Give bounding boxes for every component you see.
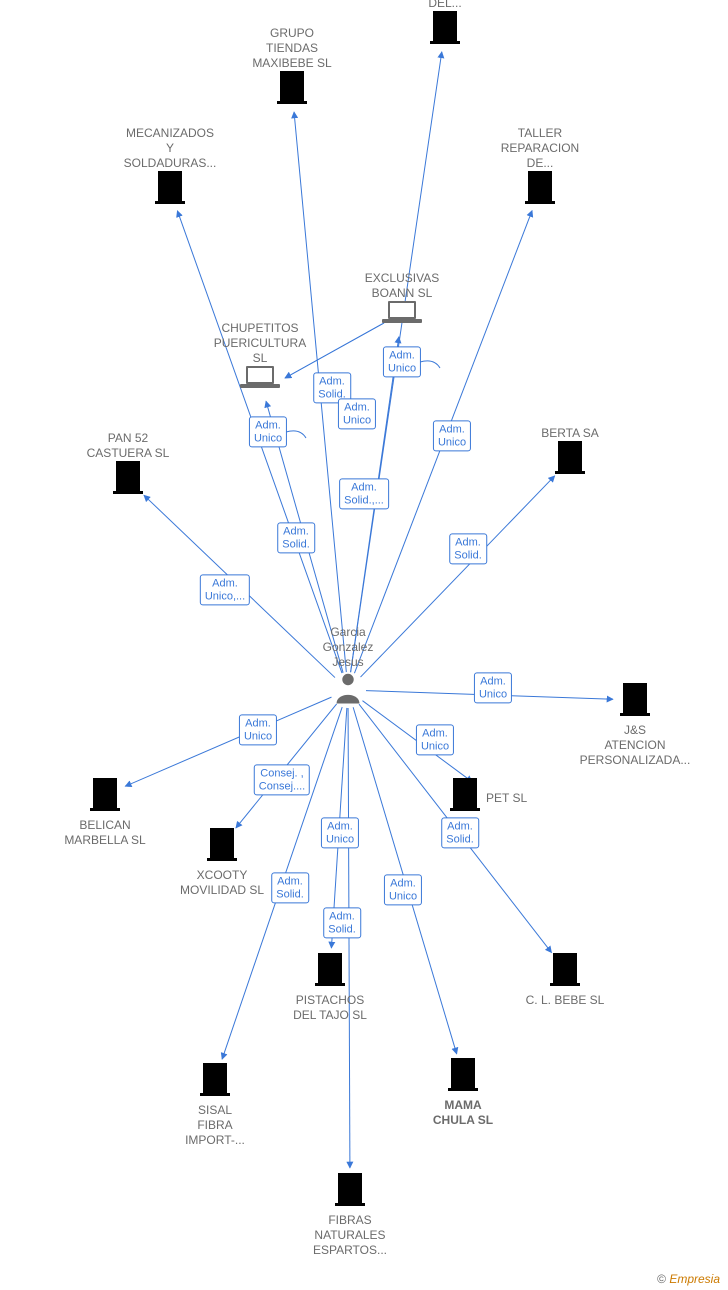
building-icon [200, 1063, 230, 1097]
building-icon [525, 171, 555, 205]
node-label: FIBRASNATURALESESPARTOS... [280, 1213, 420, 1258]
node-label: SISALFIBRAIMPORT-... [145, 1103, 285, 1148]
building-icon [315, 953, 345, 987]
node-label: C. L. BEBE SL [495, 993, 635, 1008]
node-label: PAN 52CASTUERA SL [58, 431, 198, 461]
node-js[interactable]: J&SATENCIONPERSONALIZADA... [565, 683, 705, 768]
building-icon [620, 683, 650, 717]
node-fibras[interactable]: FIBRASNATURALESESPARTOS... [280, 1173, 420, 1258]
edge-label: Adm. Unico [249, 416, 287, 447]
node-sisal[interactable]: SISALFIBRAIMPORT-... [145, 1063, 285, 1148]
node-label: BERTA SA [500, 426, 640, 441]
node-exclus[interactable]: EXCLUSIVASBOANN SL [332, 269, 472, 329]
node-label: PET SL [486, 791, 527, 806]
node-label: AGUAS YTIERRASDEL... [375, 0, 515, 11]
edge-label: Adm. Unico [338, 398, 376, 429]
center-node[interactable] [334, 672, 362, 709]
node-aguas[interactable]: AGUAS YTIERRASDEL... [375, 0, 515, 49]
node-clbebe[interactable]: C. L. BEBE SL [495, 953, 635, 1008]
edge-label: Adm. Unico [433, 420, 471, 451]
brand-name: Empresia [669, 1272, 720, 1286]
laptop-icon [382, 301, 422, 325]
edge-label: Adm. Unico [383, 346, 421, 377]
building-icon [90, 778, 120, 812]
node-taller[interactable]: TALLERREPARACIONDE... [470, 124, 610, 209]
node-label: CHUPETITOSPUERICULTURASL [190, 321, 330, 366]
edge-label: Adm. Unico [474, 672, 512, 703]
footer-copyright: © Empresia [657, 1272, 720, 1286]
node-label: MAMACHULA SL [393, 1098, 533, 1128]
building-icon [207, 828, 237, 862]
building-icon [155, 171, 185, 205]
edge-label: Adm. Unico [416, 724, 454, 755]
edge-label: Adm. Solid. [277, 522, 315, 553]
edge-label: Adm. Unico [384, 874, 422, 905]
building-icon [555, 441, 585, 475]
node-pan52[interactable]: PAN 52CASTUERA SL [58, 429, 198, 499]
node-label: GRUPOTIENDASMAXIBEBE SL [222, 26, 362, 71]
edge-label: Adm. Solid. [271, 872, 309, 903]
person-icon [334, 672, 362, 704]
laptop-icon [240, 366, 280, 390]
building-icon [430, 11, 460, 45]
building-icon [113, 461, 143, 495]
edge-label: Adm. Solid. [441, 817, 479, 848]
building-icon [450, 778, 480, 812]
edge-label: Adm. Unico [239, 714, 277, 745]
center-node-label: GarciaGonzalezJesus [288, 625, 408, 670]
copyright-symbol: © [657, 1272, 666, 1286]
building-icon [550, 953, 580, 987]
node-pistachos[interactable]: PISTACHOSDEL TAJO SL [260, 953, 400, 1023]
node-label: TALLERREPARACIONDE... [470, 126, 610, 171]
node-berta[interactable]: BERTA SA [500, 424, 640, 479]
building-icon [335, 1173, 365, 1207]
edge-label: Adm. Solid.,... [339, 478, 389, 509]
node-grupo[interactable]: GRUPOTIENDASMAXIBEBE SL [222, 24, 362, 109]
building-icon [448, 1058, 478, 1092]
node-label: J&SATENCIONPERSONALIZADA... [565, 723, 705, 768]
edge-label: Adm. Solid. [449, 533, 487, 564]
node-pet[interactable]: PET SL [450, 778, 650, 816]
edge-label: Consej. , Consej.... [254, 764, 310, 795]
node-label: PISTACHOSDEL TAJO SL [260, 993, 400, 1023]
building-icon [277, 71, 307, 105]
node-label: MECANIZADOSYSOLDADURAS... [100, 126, 240, 171]
node-chupet[interactable]: CHUPETITOSPUERICULTURASL [190, 319, 330, 394]
node-mama[interactable]: MAMACHULA SL [393, 1058, 533, 1128]
edge-label: Adm. Unico,... [200, 574, 250, 605]
edge-label: Adm. Unico [321, 817, 359, 848]
node-mecan[interactable]: MECANIZADOSYSOLDADURAS... [100, 124, 240, 209]
node-label: EXCLUSIVASBOANN SL [332, 271, 472, 301]
edge-label: Adm. Solid. [323, 907, 361, 938]
